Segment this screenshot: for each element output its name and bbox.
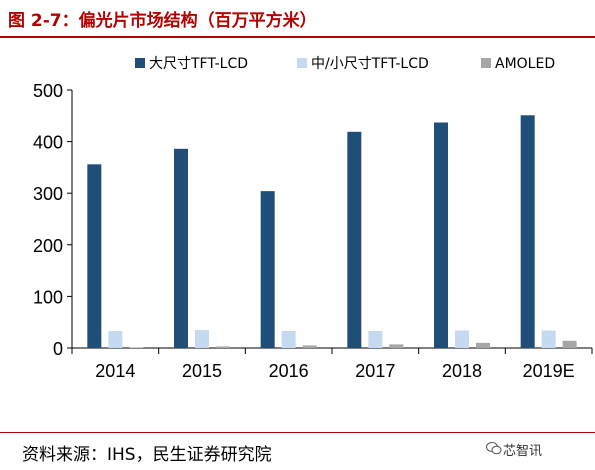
bar-amoled-2016 xyxy=(302,345,317,348)
y-tick-label: 300 xyxy=(33,184,63,204)
source-note: 资料来源：IHS，民生证券研究院 xyxy=(22,445,272,465)
bar-chart: 0 100 200 300 400 500 2014 2015 2016 2017 2018 2019… xyxy=(33,56,593,381)
bar-large-2014 xyxy=(87,164,102,348)
bar-amoled-2018 xyxy=(476,342,490,348)
x-tick-label: 2017 xyxy=(355,361,395,381)
legend-label: AMOLED xyxy=(495,56,555,72)
legend-swatch xyxy=(297,58,307,68)
watermark-text: 芯智讯 xyxy=(503,444,543,459)
bar-small-2018 xyxy=(455,330,469,348)
wechat-icon xyxy=(486,442,502,455)
figure-title: 图 2-7：偏光片市场结构（百万平方米） xyxy=(8,11,317,31)
y-tick-label: 500 xyxy=(33,81,63,101)
legend-label: 中/小尺寸TFT-LCD xyxy=(311,56,429,72)
legend-swatch xyxy=(481,58,491,68)
y-tick-label: 100 xyxy=(33,287,63,307)
title-bar: 图 2-7：偏光片市场结构（百万平方米） xyxy=(0,0,595,38)
bar-large-2019E xyxy=(520,115,535,348)
legend-swatch xyxy=(135,58,145,68)
footer-divider xyxy=(0,432,595,433)
x-tick-label: 2016 xyxy=(269,361,309,381)
bar-small-2015 xyxy=(195,329,209,348)
bar-large-2018 xyxy=(434,122,448,349)
bar-large-2015 xyxy=(174,148,188,348)
bar-small-2017 xyxy=(368,330,383,348)
bar-amoled-2015 xyxy=(216,346,230,348)
legend-label: 大尺寸TFT-LCD xyxy=(149,56,248,72)
bar-small-2019E xyxy=(541,330,556,348)
bar-small-2014 xyxy=(108,330,123,348)
x-tick-label: 2015 xyxy=(182,361,222,381)
bar-large-2017 xyxy=(347,131,362,348)
x-tick-label: 2014 xyxy=(95,361,135,381)
bar-large-2016 xyxy=(260,191,275,348)
bar-amoled-2017 xyxy=(389,344,404,348)
y-tick-label: 200 xyxy=(33,236,63,256)
x-tick-label: 2018 xyxy=(442,361,482,381)
bar-amoled-2014 xyxy=(129,347,144,348)
x-tick-label: 2019E xyxy=(523,361,575,381)
bar-amoled-2019E xyxy=(562,340,577,348)
y-tick-label: 0 xyxy=(53,339,63,359)
bar-small-2016 xyxy=(281,330,296,348)
y-tick-label: 400 xyxy=(33,133,63,153)
